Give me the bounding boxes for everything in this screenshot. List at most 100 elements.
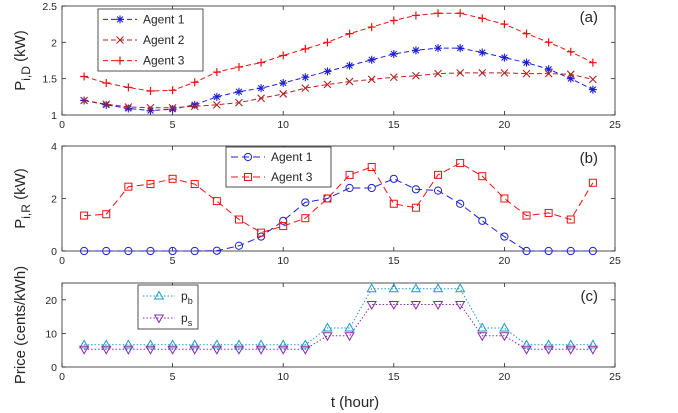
- data-point: [478, 68, 487, 77]
- data-point: [300, 339, 311, 349]
- data-point: [101, 339, 112, 349]
- data-point: [279, 90, 288, 98]
- data-point: [345, 183, 354, 193]
- data-point: [124, 104, 133, 113]
- data-point: [344, 322, 355, 332]
- y-axis-label-unit: (kW): [12, 30, 29, 66]
- data-point: [454, 283, 466, 293]
- series-line: [84, 178, 593, 252]
- data-point: [278, 339, 289, 349]
- data-point: [101, 345, 112, 355]
- data-point: [477, 322, 488, 332]
- data-point: [345, 170, 354, 179]
- y-axis-label: Pi,R (kW): [12, 168, 33, 229]
- legend-marker: [116, 15, 124, 24]
- legend-marker: [153, 290, 165, 300]
- data-point: [212, 246, 221, 255]
- data-point: [521, 339, 532, 349]
- legend-label: Agent 1: [271, 150, 313, 164]
- data-point: [102, 100, 111, 108]
- x-tick-label: 5: [170, 119, 176, 131]
- legend-marker: [116, 56, 124, 65]
- series-2: [78, 301, 599, 355]
- data-point: [301, 44, 310, 53]
- data-point: [434, 170, 443, 179]
- data-point: [366, 283, 377, 293]
- data-point: [300, 345, 311, 355]
- data-point: [301, 73, 310, 82]
- data-point: [367, 75, 376, 84]
- data-point: [389, 199, 398, 208]
- data-point: [499, 332, 510, 342]
- data-point: [367, 23, 376, 32]
- data-point: [411, 203, 420, 212]
- data-point: [167, 339, 178, 349]
- data-point: [279, 79, 288, 88]
- data-point: [190, 180, 199, 189]
- data-point: [345, 29, 354, 38]
- data-point: [102, 79, 111, 88]
- data-point: [588, 85, 597, 94]
- x-tick-label: 20: [499, 119, 511, 131]
- data-point: [588, 75, 597, 84]
- data-point: [211, 339, 223, 349]
- data-point: [345, 77, 354, 86]
- panel-tag: (a): [580, 9, 598, 26]
- data-point: [544, 246, 553, 256]
- data-point: [257, 84, 266, 93]
- data-point: [235, 98, 243, 107]
- x-tick-label: 10: [277, 371, 289, 383]
- data-point: [124, 182, 133, 191]
- legend-label-main: Agent 3: [143, 54, 185, 68]
- plot-area: [61, 145, 616, 252]
- data-point: [255, 345, 267, 355]
- x-tick-label: 5: [170, 371, 176, 383]
- panel-b: 0 5 10 15 20 25 0 2 4 Pi,R (kW) (b) Agent 1 Agent 3: [12, 141, 621, 267]
- series-3: [80, 9, 597, 96]
- y-tick-label: 2.5: [42, 1, 57, 13]
- data-point: [588, 246, 597, 256]
- data-point: [233, 345, 245, 355]
- data-point: [234, 215, 243, 224]
- x-tick-label: 0: [59, 255, 65, 267]
- series-2: [80, 68, 597, 112]
- data-point: [543, 345, 554, 355]
- data-point: [189, 345, 200, 355]
- data-point: [566, 215, 575, 224]
- data-point: [565, 345, 576, 355]
- legend-label: ps: [181, 311, 193, 328]
- data-point: [544, 38, 553, 47]
- data-point: [566, 246, 575, 256]
- legend-marker: [116, 36, 124, 44]
- data-point: [432, 301, 444, 311]
- x-tick-label: 0: [59, 371, 65, 383]
- data-point: [279, 51, 288, 60]
- x-tick-label: 20: [499, 255, 511, 267]
- data-point: [212, 92, 221, 101]
- data-point: [257, 228, 266, 237]
- data-point: [500, 20, 509, 29]
- data-point: [212, 197, 221, 206]
- data-point: [522, 69, 531, 78]
- data-point: [389, 174, 398, 183]
- data-point: [146, 87, 155, 96]
- x-axis-label: t (hour): [331, 394, 379, 411]
- legend-marker: [153, 314, 165, 324]
- legend-label: Agent 2: [143, 33, 185, 47]
- data-point: [389, 73, 398, 82]
- data-point: [190, 78, 199, 87]
- y-axis-label-subscript: i,D: [19, 66, 33, 81]
- data-point: [366, 301, 377, 311]
- data-point: [278, 345, 289, 355]
- series-2: [80, 159, 597, 237]
- data-point: [456, 44, 465, 53]
- data-point: [522, 246, 531, 256]
- y-axis-label-unit: (kW): [12, 168, 29, 204]
- data-point: [587, 345, 599, 355]
- data-point: [78, 345, 90, 355]
- data-point: [167, 345, 178, 355]
- y-tick-label: 1.5: [42, 74, 57, 86]
- data-point: [80, 211, 89, 220]
